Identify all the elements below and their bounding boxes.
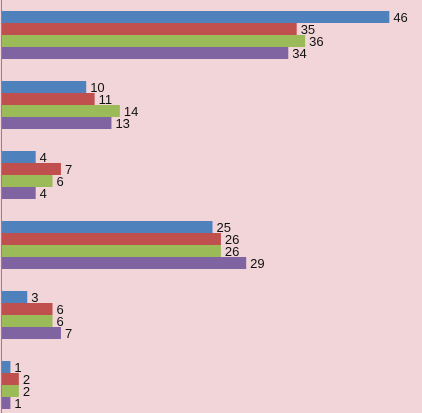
data-label-group3-series2: 7 — [65, 162, 72, 177]
bar-group5-series2 — [2, 303, 53, 315]
data-label-group2-series1: 10 — [90, 80, 104, 95]
data-label-group4-series3: 26 — [225, 244, 239, 259]
bar-group3-series3 — [2, 175, 53, 187]
data-label-group1-series3: 36 — [309, 34, 323, 49]
data-label-group3-series4: 4 — [40, 186, 47, 201]
data-label-group1-series1: 46 — [393, 10, 407, 25]
data-label-group2-series4: 13 — [115, 116, 129, 131]
bar-group5-series1 — [2, 291, 28, 303]
data-label-group4-series1: 25 — [217, 220, 231, 235]
bar-group6-series3 — [2, 385, 19, 397]
data-label-group1-series4: 34 — [292, 46, 306, 61]
bar-group5-series4 — [2, 327, 61, 339]
data-label-group5-series1: 3 — [31, 290, 38, 305]
data-label-group6-series3: 2 — [23, 384, 30, 399]
bar-group2-series4 — [2, 117, 112, 129]
data-label-group1-series2: 35 — [301, 22, 315, 37]
data-label-group3-series1: 4 — [40, 150, 47, 165]
bar-group2-series1 — [2, 81, 87, 93]
bar-group4-series4 — [2, 257, 247, 269]
bar-group3-series2 — [2, 163, 61, 175]
bar-group4-series1 — [2, 221, 213, 233]
data-label-group6-series1: 1 — [14, 360, 21, 375]
data-label-group6-series2: 2 — [23, 372, 30, 387]
data-label-group2-series2: 11 — [99, 92, 113, 107]
bar-group3-series4 — [2, 187, 36, 199]
data-label-group5-series4: 7 — [65, 326, 72, 341]
data-label-group2-series3: 14 — [124, 104, 138, 119]
bar-group1-series2 — [2, 23, 297, 35]
bar-group2-series3 — [2, 105, 120, 117]
data-label-group5-series3: 6 — [57, 314, 64, 329]
bar-group4-series3 — [2, 245, 221, 257]
bar-group6-series1 — [2, 361, 11, 373]
bar-group1-series1 — [2, 11, 390, 23]
data-label-group3-series3: 6 — [57, 174, 64, 189]
data-label-group5-series2: 6 — [57, 302, 64, 317]
data-label-group4-series4: 29 — [250, 256, 264, 271]
bar-group1-series4 — [2, 47, 289, 59]
data-label-group6-series4: 1 — [14, 396, 21, 411]
bar-group6-series4 — [2, 397, 11, 409]
bars-layer — [2, 11, 390, 409]
bar-group1-series3 — [2, 35, 306, 47]
bar-group5-series3 — [2, 315, 53, 327]
bar-group6-series2 — [2, 373, 19, 385]
bar-group2-series2 — [2, 93, 95, 105]
bar-group3-series1 — [2, 151, 36, 163]
data-label-group4-series2: 26 — [225, 232, 239, 247]
bar-group4-series2 — [2, 233, 221, 245]
